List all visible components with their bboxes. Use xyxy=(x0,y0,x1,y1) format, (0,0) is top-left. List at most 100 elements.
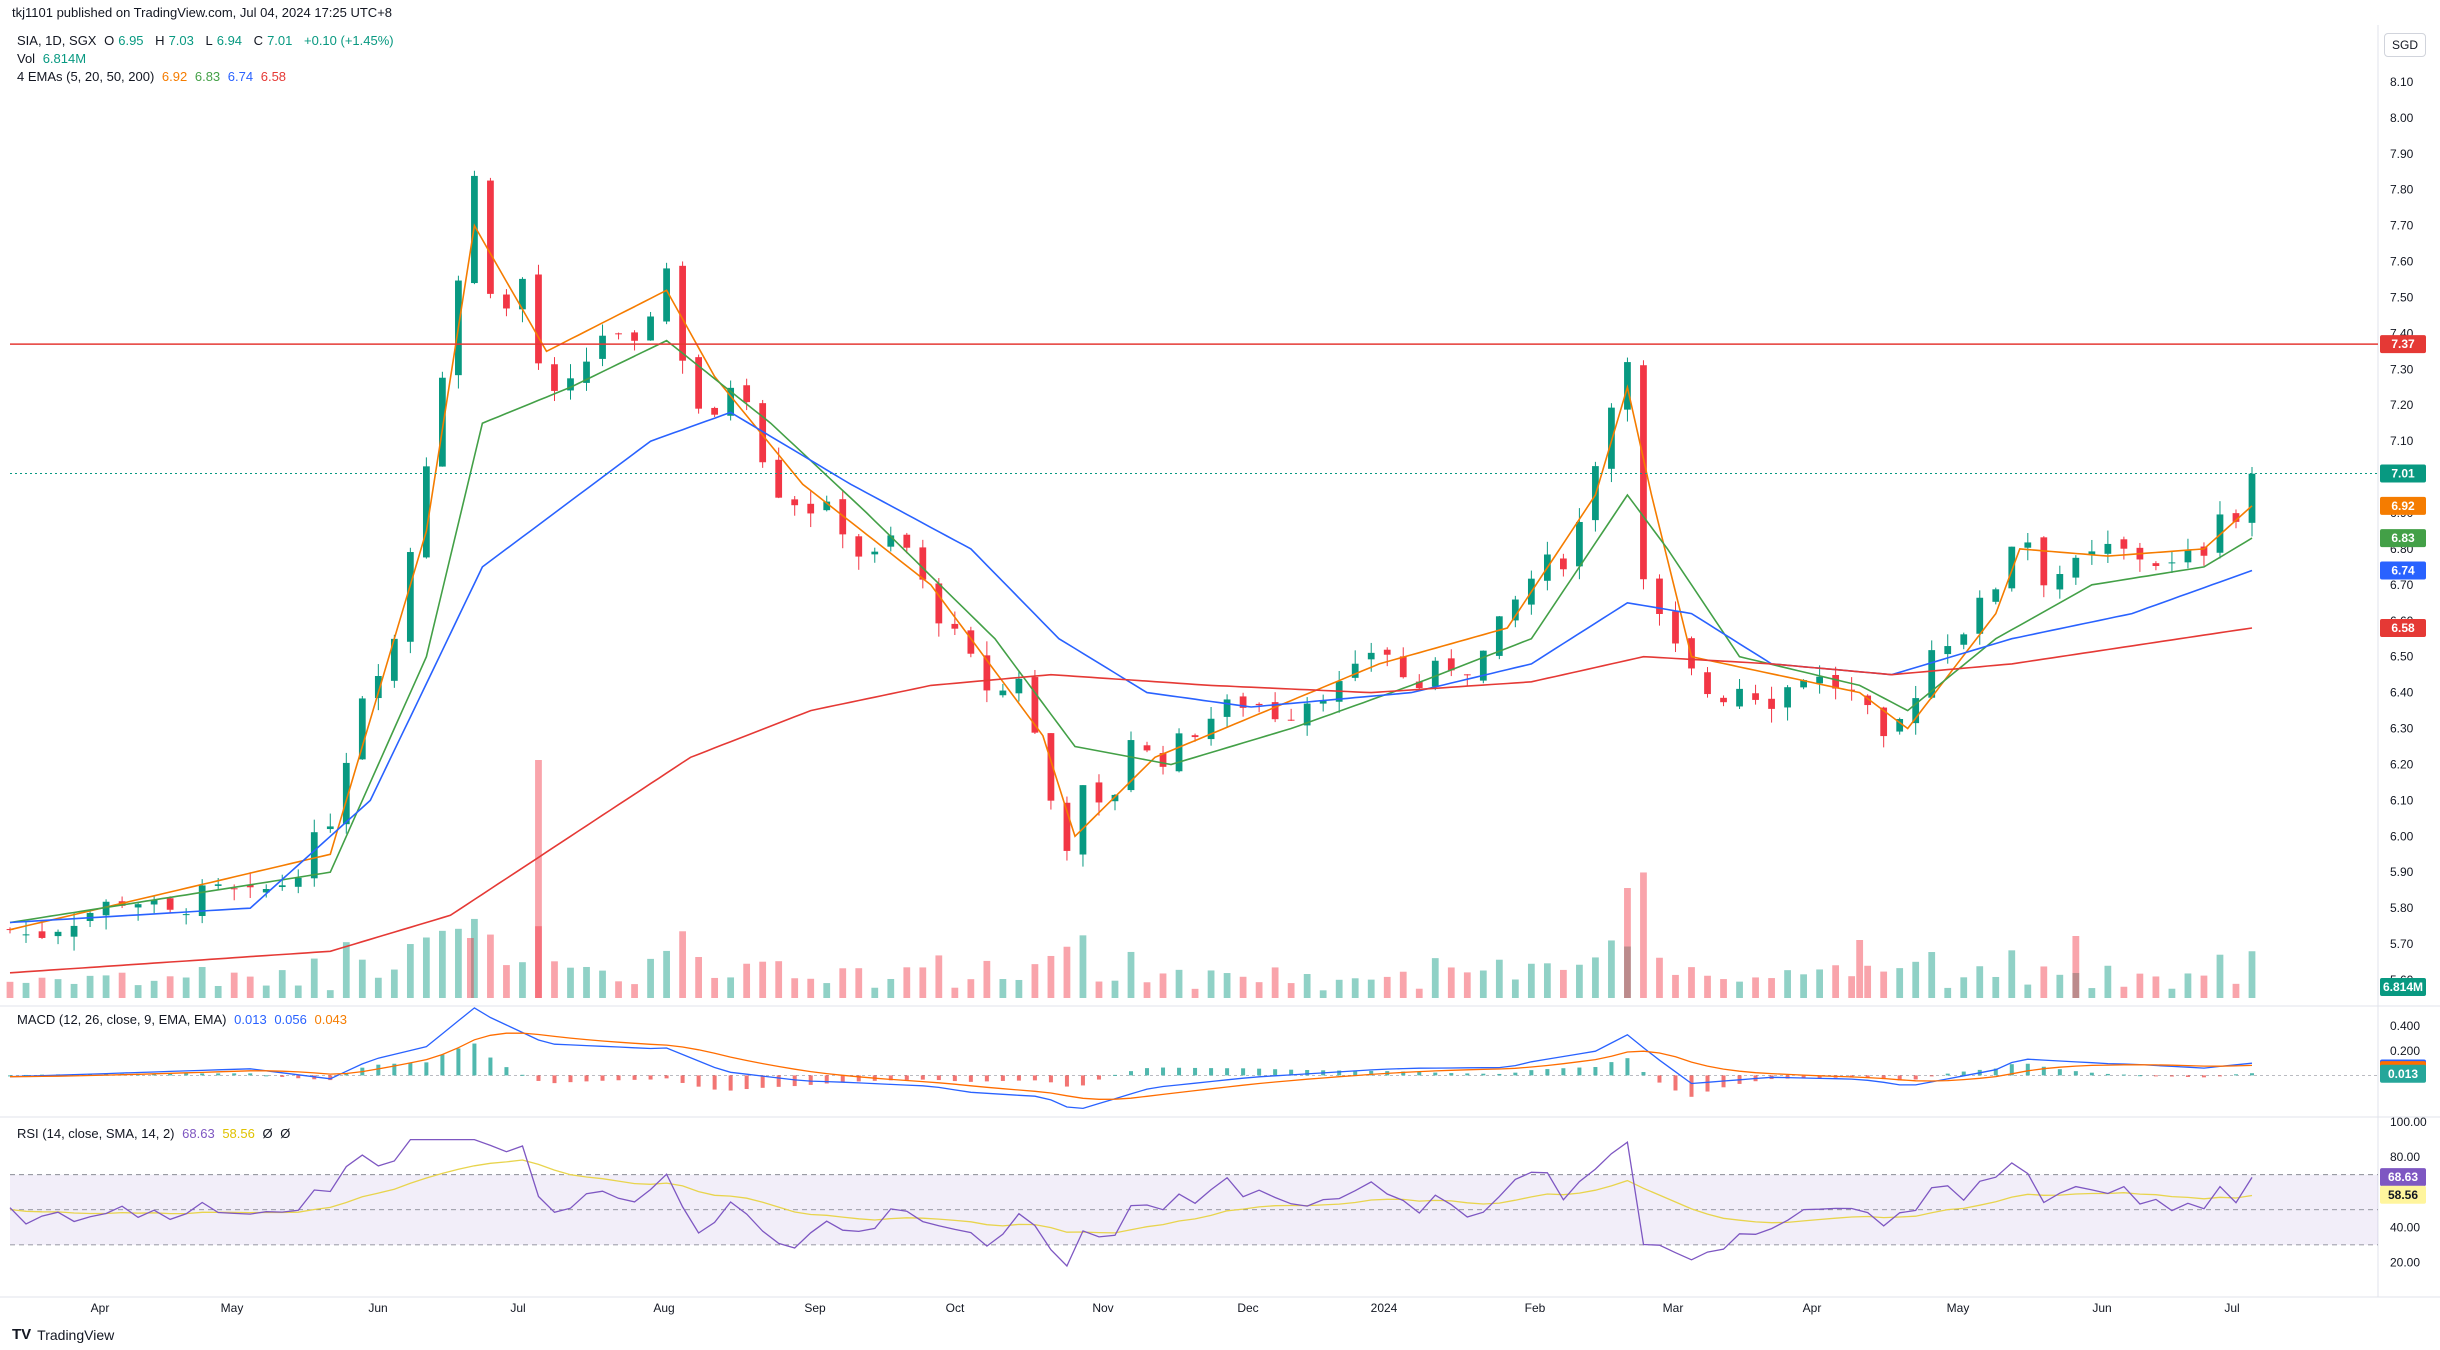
candle-body xyxy=(663,268,670,322)
candle-body xyxy=(807,503,815,514)
volume-bar xyxy=(54,979,62,998)
macd-hist-bar xyxy=(904,1075,909,1080)
macd-hist-bar xyxy=(1449,1073,1454,1076)
volume-bar xyxy=(262,985,270,998)
macd-hist-bar xyxy=(232,1073,237,1076)
badge-ema50-bg xyxy=(2380,561,2426,580)
candle-body xyxy=(983,655,991,691)
candle-body xyxy=(1479,650,1487,681)
candle-body xyxy=(406,552,414,642)
candle-body xyxy=(839,499,847,535)
volume-bar xyxy=(1832,965,1840,998)
macd-hist-bar xyxy=(2233,1074,2238,1076)
badge-ema200-bg xyxy=(2380,618,2426,637)
macd-hist-bar xyxy=(392,1063,397,1076)
candle-body xyxy=(1896,719,1904,732)
candle-body xyxy=(919,547,927,580)
brand-name: TradingView xyxy=(37,1326,115,1343)
volume-bar xyxy=(2136,973,2144,998)
candle-body xyxy=(1063,802,1071,851)
price-tick-label: 6.20 xyxy=(2390,757,2414,771)
volume-bar xyxy=(1928,952,1936,998)
macd-hist-bar xyxy=(552,1075,557,1084)
candle-body xyxy=(935,583,943,624)
candle-body xyxy=(1367,652,1375,660)
volume-bar xyxy=(422,937,430,998)
price-tick-label: 7.90 xyxy=(2390,147,2414,161)
legend-symbol-ohlc: SIA, 1D, SGX O 6.95 H 7.03 L 6.94 C 7.01 +0.… xyxy=(17,32,398,50)
time-tick-label: Nov xyxy=(1092,1301,1113,1315)
macd-hist-value: 0.013 xyxy=(234,1012,267,1027)
macd-hist-bar xyxy=(200,1073,205,1076)
candle-body xyxy=(326,826,334,830)
volume-bar xyxy=(471,918,478,998)
candle-body xyxy=(791,499,799,506)
volume-bar xyxy=(2248,951,2256,998)
macd-hist-bar xyxy=(680,1075,685,1083)
price-tick-label: 5.80 xyxy=(2390,901,2414,915)
volume-bar xyxy=(1271,967,1279,998)
time-tick-label: Dec xyxy=(1237,1301,1258,1315)
volume-bar xyxy=(823,983,831,998)
macd-hist-bar xyxy=(2009,1064,2014,1076)
volume-bar xyxy=(1640,872,1647,998)
macd-hist-bar xyxy=(1112,1074,1117,1076)
candle-body xyxy=(551,364,558,391)
volume-bar xyxy=(743,963,751,998)
macd-hist-bar xyxy=(712,1075,717,1090)
candle-body xyxy=(2168,562,2176,564)
macd-hist-bar xyxy=(600,1075,605,1081)
high-value: 7.03 xyxy=(168,33,194,48)
candle-body xyxy=(1287,719,1295,721)
badge-ema200: 6.58 xyxy=(2391,621,2415,635)
macd-hist-bar xyxy=(1465,1073,1470,1076)
candle-body xyxy=(2120,539,2128,549)
candle-body xyxy=(903,534,911,548)
badge-ema20: 6.83 xyxy=(2391,531,2415,545)
volume-bar xyxy=(1239,976,1247,998)
volume-bar xyxy=(1784,970,1791,998)
candle-body xyxy=(2152,563,2160,566)
volume-bar xyxy=(599,970,606,998)
volume-bar xyxy=(1255,982,1263,998)
badge-close-bg xyxy=(2380,464,2426,483)
volume-bar xyxy=(342,942,350,998)
price-tick-label: 7.60 xyxy=(2390,255,2414,269)
macd-hist-bar xyxy=(168,1073,173,1076)
volume-bar xyxy=(102,975,110,998)
macd-hist-bar xyxy=(1561,1068,1566,1076)
legend-volume: Vol 6.814M xyxy=(17,50,90,68)
candle-body xyxy=(1431,660,1439,687)
volume-bar xyxy=(1672,974,1679,998)
ema200-value: 6.58 xyxy=(260,69,287,84)
macd-tick-label: 0.400 xyxy=(2390,1019,2420,1033)
volume-bar xyxy=(1688,967,1695,998)
macd-hist-bar xyxy=(520,1074,525,1076)
price-tick-label: 5.70 xyxy=(2390,937,2414,951)
volume-bar xyxy=(6,981,14,998)
horizontal-levels xyxy=(10,343,2378,474)
candle-body xyxy=(358,698,366,760)
candle-body xyxy=(422,466,430,558)
candle-body xyxy=(1800,680,1807,688)
macd-hist-bar xyxy=(1993,1068,1998,1076)
candle-body xyxy=(1640,365,1647,580)
volume-bar xyxy=(1960,977,1968,998)
macd-hist-bar xyxy=(1865,1075,1870,1079)
badge-ema5: 6.92 xyxy=(2391,499,2415,513)
candle-body xyxy=(262,889,270,893)
candle-body xyxy=(951,623,959,629)
volume-bar xyxy=(999,979,1007,998)
candle-body xyxy=(1463,674,1471,676)
ema-line-3 xyxy=(9,411,2253,924)
volume-bar xyxy=(214,985,222,998)
volume-value: 6.814M xyxy=(42,51,87,66)
volume-bar xyxy=(1992,976,2000,998)
candle-body xyxy=(695,357,702,409)
candle-body xyxy=(214,884,222,886)
volume-bar xyxy=(2152,976,2160,998)
currency-button[interactable]: SGD xyxy=(2384,33,2426,57)
volume-bar xyxy=(278,970,286,998)
volume-bar xyxy=(1415,988,1423,998)
